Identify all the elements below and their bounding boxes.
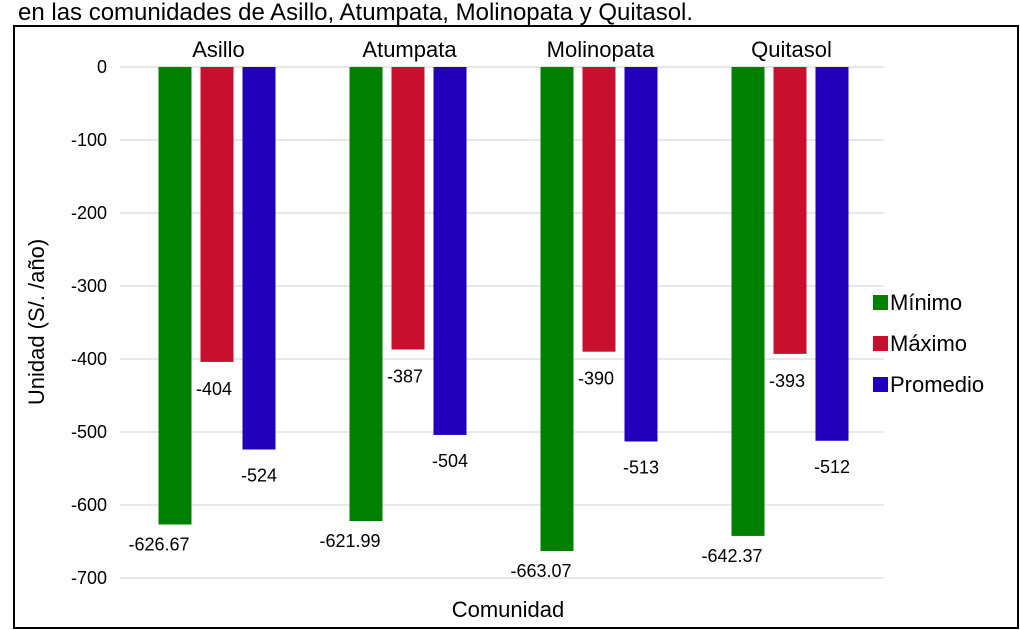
data-label: -504	[432, 451, 468, 471]
bar	[158, 67, 192, 525]
bar	[773, 67, 807, 354]
legend-entry: Mínimo	[890, 290, 962, 315]
data-label: -393	[769, 371, 805, 391]
legend-swatch	[873, 377, 888, 392]
y-axis-ticks: 0 -100 -200 -300 -400 -500 -600 -700	[71, 57, 107, 588]
data-label: -621.99	[319, 531, 380, 551]
gridlines	[120, 66, 884, 579]
chart-title: en las comunidades de Asillo, Atumpata, …	[18, 0, 693, 26]
bar	[624, 67, 658, 442]
y-tick-label: -700	[71, 568, 107, 588]
category-labels: Asillo Atumpata Molinopata Quitasol	[192, 37, 832, 62]
category-label: Atumpata	[362, 37, 457, 62]
y-tick-label: -600	[71, 495, 107, 515]
bar	[731, 67, 765, 536]
data-label: -512	[814, 457, 850, 477]
bar	[815, 67, 849, 441]
y-tick-label: 0	[97, 57, 107, 77]
legend-entry: Máximo	[890, 331, 967, 356]
bar	[200, 67, 234, 362]
data-labels: -626.67 -404 -524 -621.99 -387 -504 -663.07 -39…	[128, 367, 850, 582]
data-label: -390	[578, 369, 614, 389]
data-label: -387	[387, 367, 423, 387]
legend: Mínimo Máximo Promedio	[873, 290, 984, 397]
bar	[433, 67, 467, 435]
bar	[582, 67, 616, 352]
y-tick-label: -100	[71, 130, 107, 150]
legend-swatch	[873, 336, 888, 351]
bar	[242, 67, 276, 450]
data-label: -524	[241, 466, 277, 486]
legend-swatch	[873, 295, 888, 310]
data-label: -663.07	[510, 561, 571, 581]
category-label: Molinopata	[547, 37, 655, 62]
bar	[391, 67, 425, 350]
y-tick-label: -400	[71, 349, 107, 369]
y-axis-title: Unidad (S/. /año)	[24, 239, 49, 405]
legend-entry: Promedio	[890, 372, 984, 397]
y-tick-label: -200	[71, 203, 107, 223]
data-label: -513	[623, 457, 659, 477]
category-label: Quitasol	[751, 37, 832, 62]
chart-frame	[13, 25, 1019, 629]
x-axis-title: Comunidad	[452, 597, 565, 622]
y-tick-label: -300	[71, 276, 107, 296]
category-label: Asillo	[192, 37, 245, 62]
data-label: -642.37	[701, 546, 762, 566]
bars	[158, 67, 849, 552]
data-label: -626.67	[128, 534, 189, 554]
bar	[540, 67, 574, 552]
y-tick-label: -500	[71, 422, 107, 442]
data-label: -404	[196, 379, 232, 399]
bar	[349, 67, 383, 522]
